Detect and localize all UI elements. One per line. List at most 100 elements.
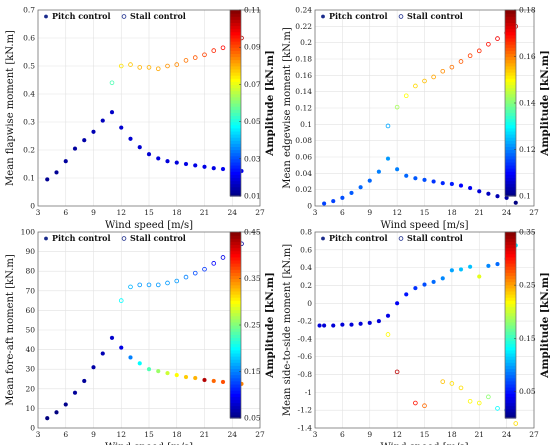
y-tick-label: -1.4: [298, 424, 313, 433]
colorbar-segment: [230, 346, 241, 351]
colorbar-segment: [230, 377, 241, 382]
x-tick-label: 27: [529, 208, 539, 217]
x-tick-label: 24: [502, 208, 512, 217]
stall-control-point: [422, 78, 427, 84]
y-tick-label: 0.7: [23, 6, 35, 15]
pitch-control-point: [193, 375, 198, 381]
stall-control-point: [467, 53, 473, 59]
plot-frame: [314, 9, 535, 207]
colorbar-segment: [505, 121, 516, 126]
stall-control-point: [128, 62, 133, 67]
stall-control-point: [211, 48, 217, 53]
colorbar-segment: [230, 374, 241, 379]
pitch-control-point: [128, 136, 133, 141]
legend-label-pitch: Pitch control: [52, 11, 111, 21]
colorbar-segment: [230, 408, 241, 413]
stall-control-point: [211, 261, 217, 266]
colorbar-segment: [230, 328, 241, 332]
stall-control-point: [155, 282, 161, 288]
colorbar-segment: [505, 34, 516, 39]
pitch-control-point: [385, 313, 391, 318]
pitch-control-point: [413, 286, 418, 291]
pitch-control-point: [91, 129, 96, 134]
colorbar-segment: [230, 165, 241, 169]
pitch-control-point: [45, 177, 50, 182]
y-tick-label: 0.14: [295, 87, 312, 96]
colorbar-segment: [505, 53, 516, 58]
x-tick-label: 3: [313, 430, 318, 439]
y-tick-label: 0.3: [23, 118, 35, 127]
pitch-control-point: [395, 167, 400, 172]
y-axis-label: Mean fore-aft moment [kN.m]: [5, 254, 16, 406]
colorbar-segment: [505, 134, 516, 138]
pitch-control-point: [458, 183, 464, 188]
pitch-control-point: [174, 372, 179, 378]
pitch-control-point: [431, 279, 436, 284]
pitch-control-point: [82, 138, 87, 143]
colorbar-segment: [505, 331, 516, 335]
pitch-control-point: [165, 159, 170, 164]
colorbar-segment: [505, 318, 516, 323]
colorbar-segment: [505, 390, 516, 394]
colorbar-segment: [505, 352, 516, 357]
colorbar-segment: [230, 28, 241, 33]
colorbar-segment: [505, 321, 516, 326]
colorbar-segment: [505, 127, 516, 132]
colorbar-segment: [505, 28, 516, 33]
pitch-control-point: [513, 200, 518, 205]
colorbar-segment: [505, 408, 516, 413]
colorbar-segment: [505, 250, 516, 255]
colorbar-segment: [230, 247, 241, 252]
colorbar-segment: [505, 115, 516, 120]
colorbar-tick-label: 0.14: [519, 99, 536, 108]
x-tick-label: 21: [200, 430, 210, 439]
stall-control-point: [202, 266, 207, 272]
colorbar-segment: [505, 25, 516, 30]
pitch-control-point: [349, 322, 354, 327]
colorbar-segment: [230, 65, 241, 70]
pitch-control-point: [317, 323, 322, 328]
colorbar: 0.01 0.03 0.05 0.07 0.09 0.11 Amplitude [kN.m]: [229, 6, 276, 201]
colorbar-segment: [505, 96, 516, 101]
colorbar-segment: [230, 53, 241, 58]
colorbar-segment: [505, 65, 516, 70]
colorbar-segment: [230, 368, 241, 373]
colorbar-tick-label: 0.25: [519, 281, 536, 290]
x-tick-label: 9: [367, 430, 372, 439]
colorbar-segment: [505, 16, 516, 20]
x-tick-label: 12: [116, 208, 126, 217]
colorbar-segment: [505, 106, 516, 110]
colorbar-tick-label: 0.09: [244, 43, 261, 52]
colorbar-segment: [505, 177, 516, 182]
colorbar-segment: [505, 340, 516, 345]
legend-marker-pitch: [44, 14, 48, 19]
x-tick-label: 15: [420, 430, 430, 439]
y-tick-label: -0.8: [298, 370, 313, 379]
colorbar-segment: [230, 68, 241, 73]
colorbar-tick-label: 0.03: [244, 154, 261, 163]
colorbar-tick-label: 0.45: [244, 228, 261, 237]
colorbar-segment: [230, 186, 241, 191]
colorbar-segment: [230, 75, 241, 79]
plot-frame: [314, 231, 535, 429]
colorbar-segment: [505, 272, 516, 276]
colorbar-segment: [230, 34, 241, 39]
stall-control-point: [458, 59, 464, 64]
colorbar-segment: [505, 149, 516, 154]
colorbar-segment: [230, 99, 241, 104]
colorbar-segment: [505, 47, 516, 51]
pitch-control-point: [404, 292, 409, 297]
pitch-control-point: [440, 276, 445, 281]
colorbar-segment: [230, 365, 241, 369]
pitch-control-point: [165, 371, 170, 376]
pitch-control-point: [174, 160, 179, 165]
pitch-control-point: [495, 194, 500, 199]
colorbar-segment: [230, 334, 241, 338]
colorbar-label: Amplitude [kN.m]: [539, 272, 550, 379]
x-tick-label: 3: [36, 208, 41, 217]
colorbar-segment: [230, 174, 241, 178]
colorbar-segment: [230, 16, 241, 20]
colorbar-label: Amplitude [kN.m]: [264, 272, 276, 379]
colorbar-segment: [505, 10, 516, 14]
colorbar-segment: [505, 281, 516, 286]
